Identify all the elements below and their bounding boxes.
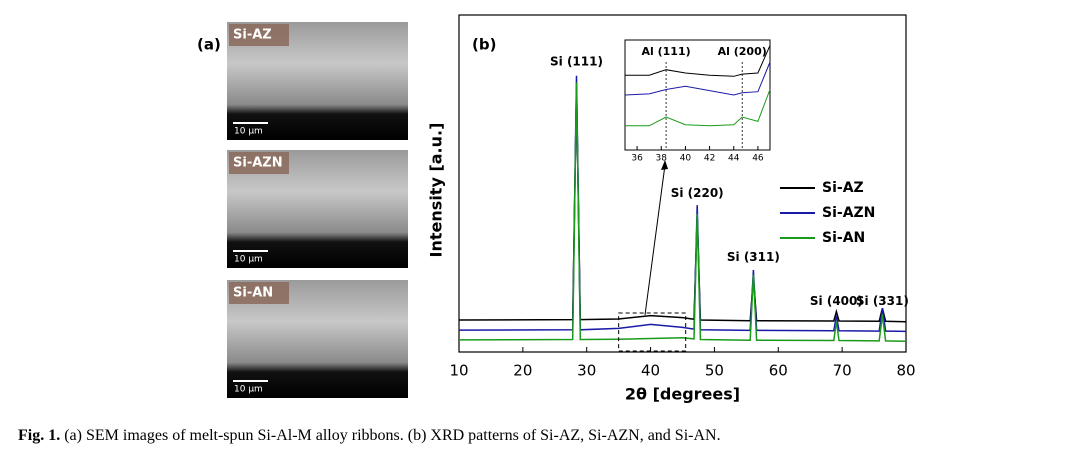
sample-tag (229, 152, 289, 174)
inset-x-tick-label: 44 (728, 154, 740, 164)
legend-label: Si-AN (822, 230, 865, 246)
caption-label: Fig. 1. (18, 427, 60, 444)
xrd-line (458, 82, 907, 342)
peak-label: Si (111) (550, 55, 603, 69)
panel-label: (a) (197, 36, 221, 54)
x-tick-label: 20 (513, 362, 532, 380)
panel-label: (b) (472, 36, 496, 54)
x-tick-label: 10 (449, 362, 468, 380)
xrd-line (458, 89, 907, 323)
sample-name: Si-AN (233, 286, 273, 301)
caption: Fig. 1. (a) SEM images of melt-spun Si-A… (18, 427, 721, 444)
peak-label: Si (400) (810, 294, 863, 308)
inset-x-tick-label: 40 (680, 154, 692, 164)
xrd-line (458, 75, 907, 333)
sample-tag (229, 24, 289, 46)
caption-text: (a) SEM images of melt-spun Si-Al-M allo… (60, 427, 720, 444)
xrd-chart: (b) 10 20 30 40 50 60 70 80 2θ [degrees] Intensity… (427, 14, 916, 404)
reference-label: Al (200) (718, 45, 767, 58)
inset-line (625, 45, 771, 77)
arrow-head (661, 160, 668, 170)
inset-x-tick-label: 38 (656, 154, 668, 164)
inset-x-tick-label: 46 (752, 154, 764, 164)
zoom-arrow (644, 164, 666, 316)
y-axis-label: Intensity [a.u.] (427, 123, 446, 258)
legend-label: Si-AZ (822, 180, 864, 196)
inset-x-tick-label: 36 (631, 154, 643, 164)
scale-label: 10 μm (234, 127, 263, 137)
x-tick-label: 80 (896, 362, 915, 380)
plot-frame (458, 14, 907, 353)
scale-label: 10 μm (234, 385, 263, 395)
x-tick-label: 30 (577, 362, 596, 380)
inset-frame (624, 39, 771, 151)
x-tick-label: 40 (641, 362, 660, 380)
sem-images: Si-AZ 10 μm Si-AZN 10 μm Si-AN 10 μm (227, 22, 408, 398)
sample-name: Si-AZN (233, 156, 283, 171)
reference-label: Al (111) (642, 45, 691, 58)
legend-label: Si-AZN (822, 205, 875, 221)
sample-name: Si-AZ (233, 28, 272, 43)
scale-label: 10 μm (234, 255, 263, 265)
x-axis-label: 2θ [degrees] (625, 385, 740, 404)
inset-line (625, 89, 771, 127)
x-tick-label: 50 (705, 362, 724, 380)
peak-label: Si (311) (727, 250, 780, 264)
peak-label: Si (220) (671, 186, 724, 200)
x-tick-label: 60 (769, 362, 788, 380)
sample-tag (229, 282, 289, 304)
x-tick-label: 70 (833, 362, 852, 380)
peak-label: Si (331) (856, 294, 909, 308)
inset-x-tick-label: 42 (704, 154, 715, 164)
zoom-box (618, 312, 687, 352)
inset-line (624, 61, 771, 96)
